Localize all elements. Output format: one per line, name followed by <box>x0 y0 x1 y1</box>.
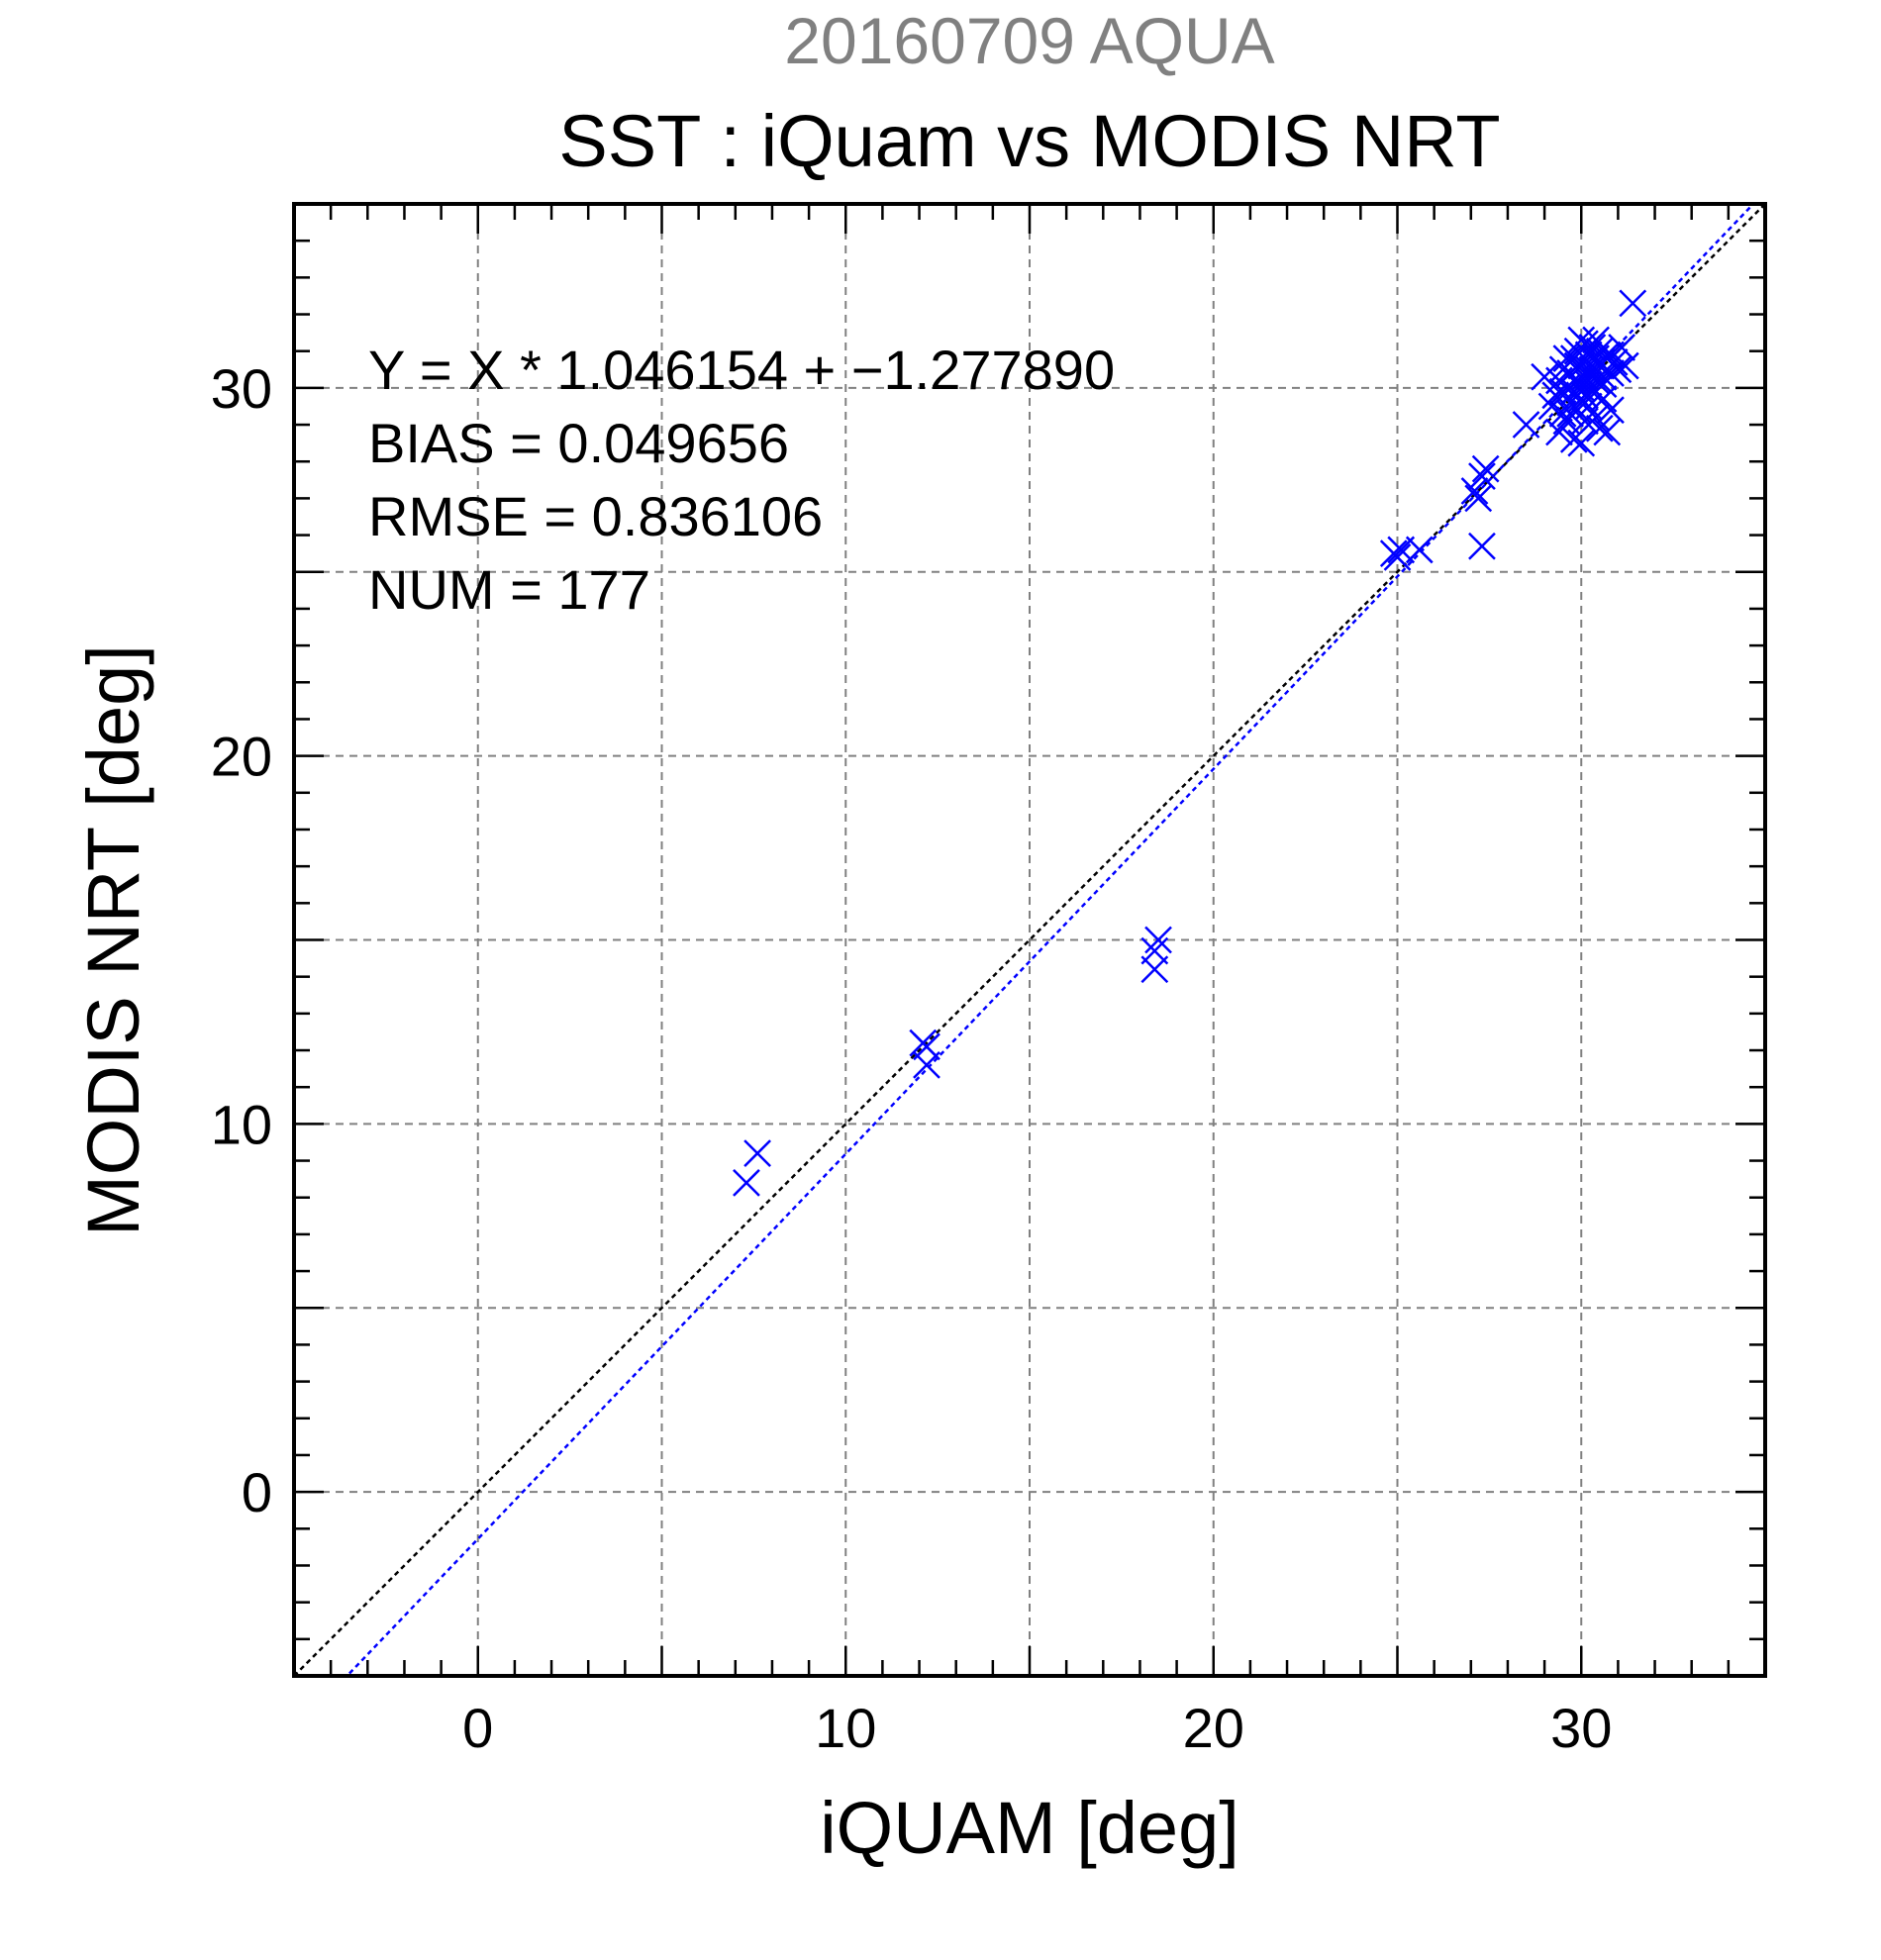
data-point <box>913 1051 940 1079</box>
data-point <box>1585 414 1614 442</box>
data-point <box>1619 289 1647 318</box>
reference-lines <box>294 204 1765 1676</box>
data-points <box>733 289 1647 1197</box>
data-point <box>1471 454 1500 483</box>
chart-title: SST : iQuam vs MODIS NRT <box>558 100 1500 182</box>
y-tick-label: 10 <box>211 1093 272 1155</box>
data-point <box>743 1139 771 1167</box>
data-point <box>1578 362 1607 391</box>
x-tick-label: 30 <box>1550 1697 1612 1759</box>
data-point <box>1611 351 1639 380</box>
data-point <box>1563 351 1592 380</box>
x-tick-label: 0 <box>462 1697 493 1759</box>
data-point <box>1600 347 1629 376</box>
bias-text: BIAS = 0.049656 <box>368 412 789 474</box>
data-point <box>1464 484 1493 513</box>
fit-equation-text: Y = X * 1.046154 + −1.277890 <box>368 339 1115 401</box>
rmse-text: RMSE = 0.836106 <box>368 485 823 547</box>
data-point <box>1140 936 1169 965</box>
y-tick-label: 20 <box>211 726 272 788</box>
fit-line <box>345 204 1755 1676</box>
data-point <box>1556 400 1584 428</box>
data-point <box>1593 418 1622 446</box>
x-axis-label: iQUAM [deg] <box>820 1787 1239 1869</box>
data-point <box>733 1168 760 1197</box>
data-point <box>1559 426 1588 453</box>
data-point <box>1383 542 1412 571</box>
data-point <box>1468 532 1496 560</box>
y-tick-label: 30 <box>211 357 272 420</box>
data-point <box>1144 926 1172 954</box>
axis-ticks <box>292 202 1767 1678</box>
chart-subtitle: 20160709 AQUA <box>784 4 1274 77</box>
data-point <box>1597 396 1625 425</box>
y-axis-label: MODIS NRT [deg] <box>72 644 154 1236</box>
data-point <box>1567 429 1596 457</box>
stats-annotation: Y = X * 1.046154 + −1.277890 BIAS = 0.04… <box>368 339 1115 621</box>
x-tick-label: 20 <box>1183 1697 1244 1759</box>
y-tick-label: 0 <box>242 1461 272 1523</box>
data-point <box>1571 407 1599 436</box>
tick-labels: 0 10 20 30 0 10 20 30 <box>211 357 1613 1759</box>
data-point <box>1460 477 1489 505</box>
data-point <box>1405 536 1434 564</box>
grid-lines <box>294 204 1765 1676</box>
plot-frame <box>292 202 1767 1678</box>
x-tick-label: 10 <box>815 1697 876 1759</box>
data-point <box>1589 362 1618 391</box>
data-point <box>1597 341 1625 369</box>
count-text: NUM = 177 <box>368 558 650 621</box>
data-point <box>1567 326 1596 354</box>
data-point <box>1548 377 1577 406</box>
data-point <box>1582 403 1610 432</box>
data-point <box>1512 411 1540 439</box>
data-point <box>1468 462 1496 490</box>
